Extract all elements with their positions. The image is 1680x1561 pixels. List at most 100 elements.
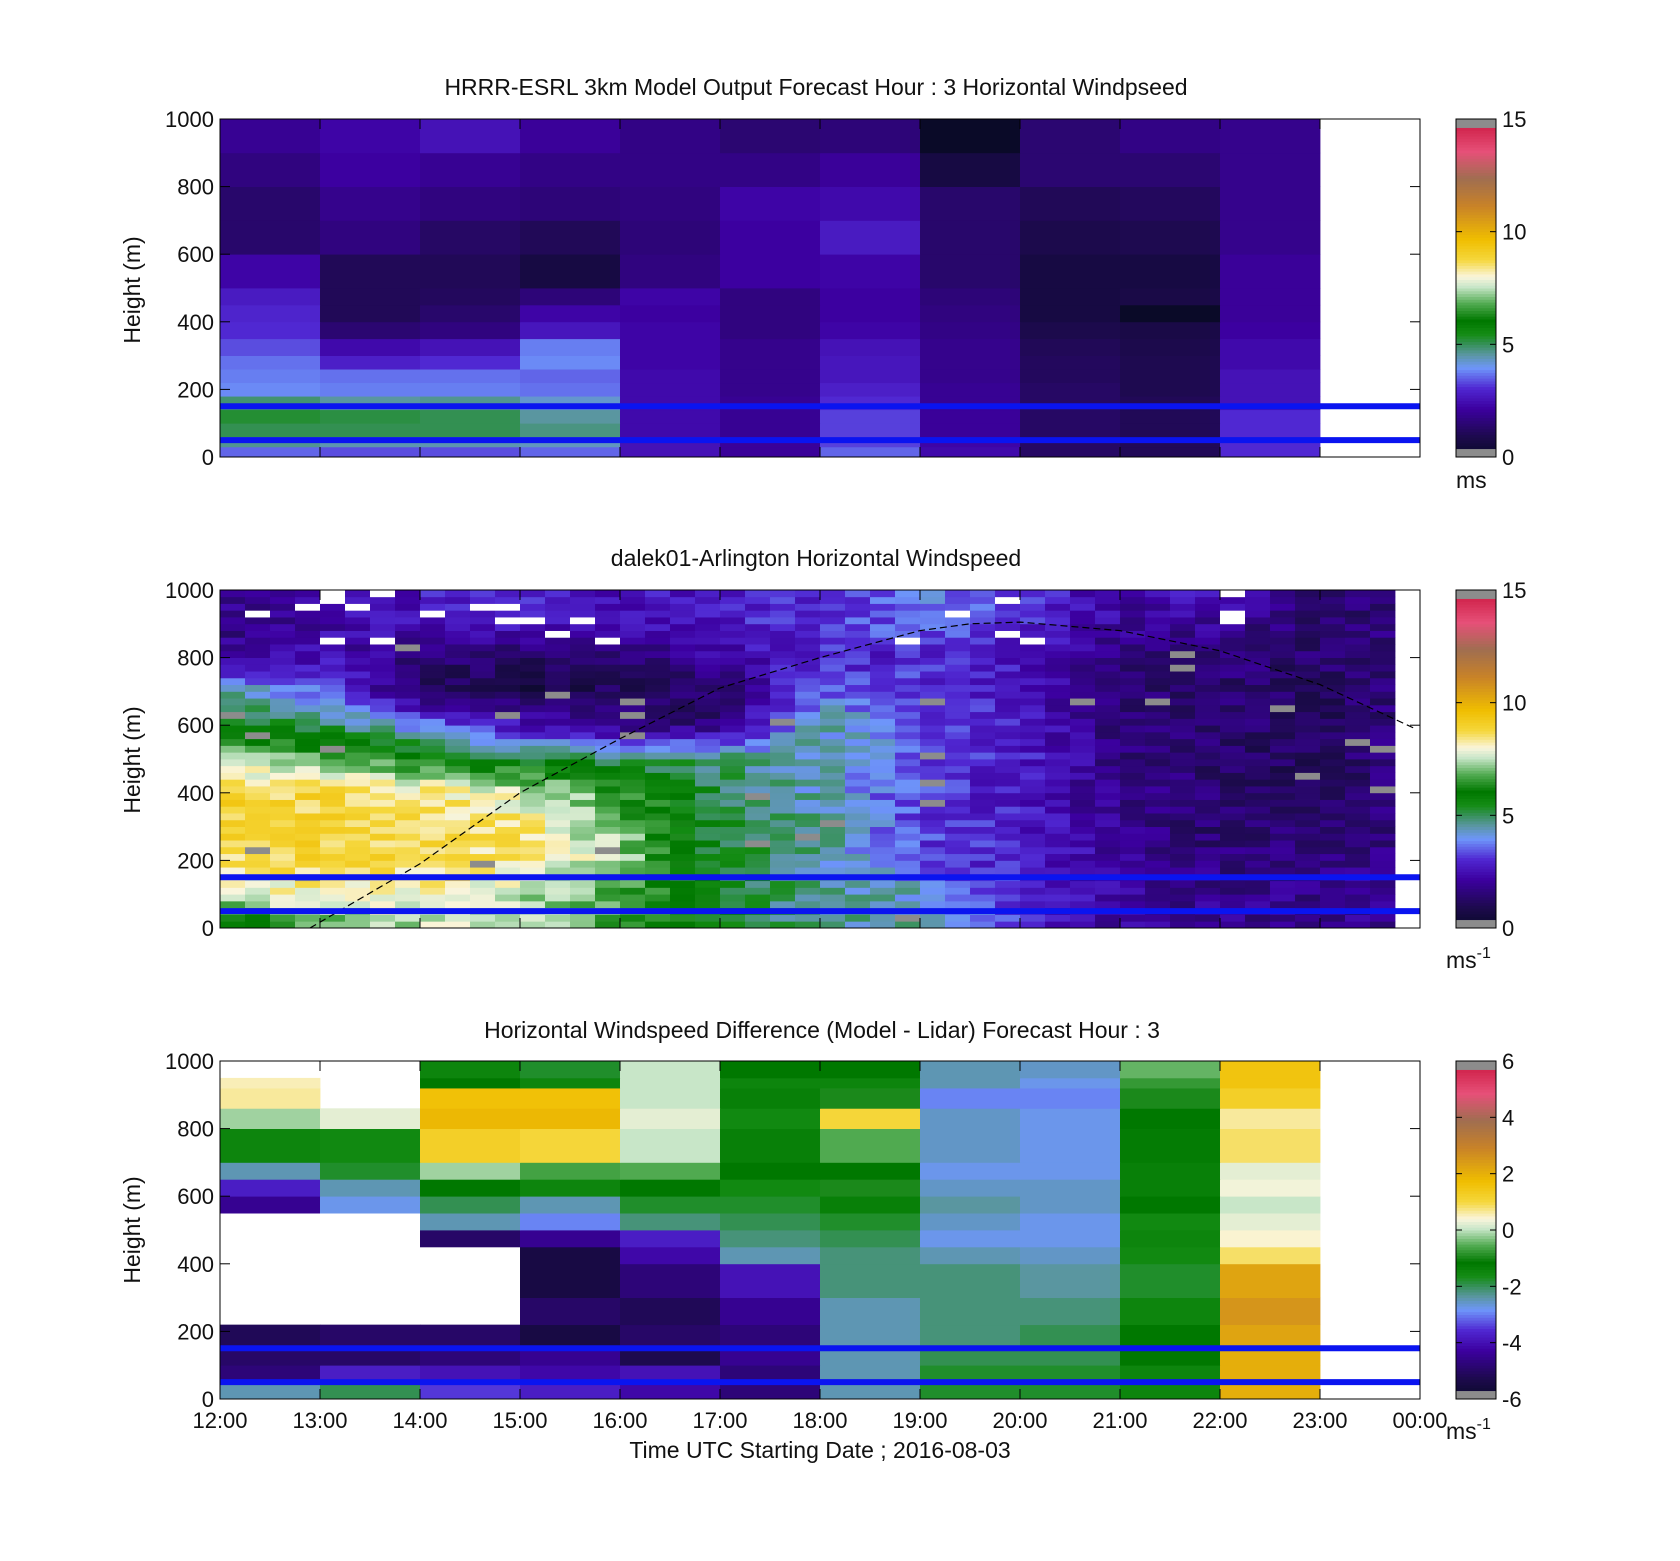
heatmap-cell [745,664,771,672]
heatmap-cell [1245,806,1271,814]
heatmap-cell [295,880,321,888]
heatmap-cell [220,186,321,221]
heatmap-cell [445,792,471,800]
heatmap-cell [445,772,471,780]
heatmap-cell [1145,880,1171,888]
colorbar-swatch [1456,1280,1496,1285]
heatmap-cell [345,596,371,604]
colorbar-swatch [1456,406,1496,410]
heatmap-cell [720,745,746,753]
heatmap-cell [245,826,271,834]
heatmap-cell [795,772,821,780]
heatmap-cell [945,590,971,598]
heatmap-cell [1220,423,1321,438]
heatmap-cell [995,786,1021,794]
heatmap-cell [620,799,646,807]
heatmap-cell [720,704,746,713]
heatmap-cell [1320,677,1346,686]
heatmap-cell [895,671,921,679]
heatmap-cell [870,650,896,658]
heatmap-cell [220,409,321,424]
heatmap-cell [570,711,596,719]
heatmap-cell [1320,860,1346,868]
heatmap-cell [320,1382,421,1400]
heatmap-cell [820,1061,921,1079]
heatmap-cell [870,765,896,773]
heatmap-cell [1170,799,1196,807]
heatmap-cell [420,610,446,618]
heatmap-cell [1370,765,1396,773]
heatmap-cell [995,711,1021,719]
colorbar-swatch [1456,812,1496,816]
heatmap-cell [1370,819,1396,827]
heatmap-cell [595,738,621,746]
heatmap-cell [1045,623,1071,631]
heatmap-cell [770,880,796,888]
colorbar-swatch [1456,1207,1496,1211]
heatmap-cell [795,792,821,800]
heatmap-cell [1170,657,1196,665]
heatmap-cell [1095,725,1121,733]
heatmap-cell [295,887,321,895]
heatmap-cell [370,698,396,706]
heatmap-cell [270,914,296,922]
heatmap-cell [970,590,996,598]
heatmap-cell [1070,596,1096,604]
heatmap-cell [1295,711,1321,719]
heatmap-cell [470,684,496,692]
heatmap-cell [1220,671,1246,679]
heatmap-cell [770,819,796,827]
heatmap-cell [345,644,371,652]
heatmap-cell [1145,738,1171,746]
colorbar-swatch [1456,417,1496,421]
heatmap-cell [1220,738,1246,746]
heatmap-cell [495,617,521,625]
heatmap-cell [595,833,621,841]
heatmap-cell [1120,792,1146,800]
heatmap-cell [1220,894,1246,902]
heatmap-cell [495,603,521,611]
colorbar-swatch [1456,722,1496,726]
colorbar-swatch [1456,649,1496,653]
heatmap-cell [820,355,921,370]
heatmap-cell [420,664,446,672]
heatmap-cell [920,423,1021,438]
colorbar-swatch [1456,1199,1496,1203]
heatmap-cell [1220,880,1246,888]
heatmap-cell [570,840,596,848]
colorbar-swatch [1456,1246,1496,1251]
heatmap-cell [1195,637,1221,645]
heatmap-cell [895,617,921,625]
heatmap-cell [620,1061,721,1079]
colorbar-swatch [1456,1148,1496,1152]
heatmap-cell [1220,1108,1321,1129]
heatmap-cell [470,880,496,888]
heatmap-cell [645,610,671,618]
x-tick-label: 21:00 [1092,1408,1147,1433]
heatmap-cell [1195,617,1221,625]
colorbar-swatch [1456,736,1496,740]
heatmap-cell [320,644,346,652]
heatmap-cell [320,711,346,719]
heatmap-cell [320,684,346,692]
heatmap-cell [445,833,471,841]
heatmap-cell [1145,731,1171,740]
heatmap-cell [695,738,721,746]
heatmap-cell [970,840,996,848]
heatmap-cell [245,718,271,726]
heatmap-cell [920,779,946,787]
heatmap-cell [970,914,996,922]
colorbar-swatch [1456,262,1496,266]
heatmap-cell [570,880,596,888]
heatmap-cell [770,718,796,726]
heatmap-cell [520,860,546,868]
heatmap-cell [720,792,746,800]
heatmap-cell [1045,806,1071,814]
heatmap-cell [1020,1061,1121,1079]
heatmap-cell [620,914,646,922]
heatmap-cell [970,623,996,631]
heatmap-cell [1195,671,1221,679]
heatmap-cell [1020,355,1121,370]
heatmap-cell [570,731,596,740]
